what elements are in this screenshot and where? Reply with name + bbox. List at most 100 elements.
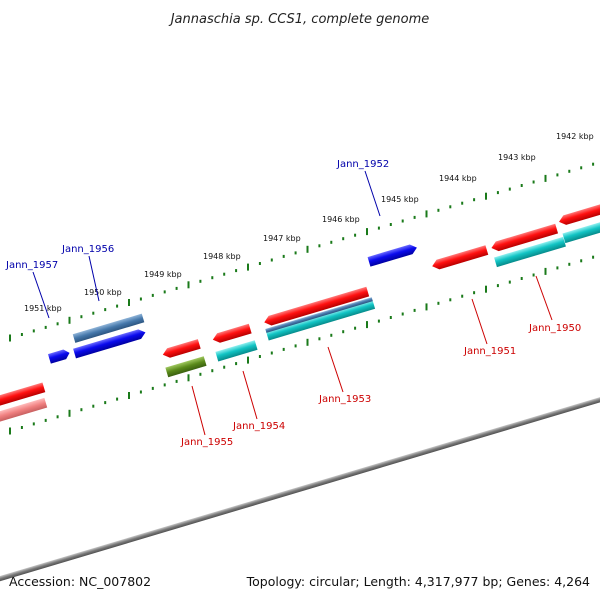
lower-scale-tick — [354, 326, 357, 330]
upper-scale-tick — [9, 334, 11, 342]
gene-label-jann-1953[interactable]: Jann_1953 — [318, 394, 371, 405]
gene-arrow-red-1953[interactable] — [263, 286, 370, 327]
gene-arrow-jann-1955[interactable] — [165, 356, 207, 378]
upper-scale-tick — [92, 311, 95, 315]
kbp-label-1944: 1944 kbp — [439, 174, 477, 183]
lower-scale-tick — [139, 390, 142, 394]
gene-arrow-red-1954[interactable] — [211, 323, 252, 345]
backbone-strand — [0, 300, 600, 591]
gene-label-jann-1951[interactable]: Jann_1951 — [463, 346, 516, 357]
gene-arrow-jann-1956-blue[interactable] — [73, 328, 147, 359]
lower-scale-tick — [116, 397, 119, 401]
upper-scale-tick — [151, 293, 154, 297]
gene-arrow-jann-1950[interactable] — [494, 236, 566, 268]
upper-scale-tick — [211, 276, 214, 280]
gene-arrow-red-right-edge[interactable] — [558, 199, 600, 226]
lower-scale-tick — [258, 355, 261, 358]
lower-scale-tick — [211, 369, 214, 373]
lower-scale-tick — [485, 285, 487, 293]
kbp-labels: 1942 kbp 1943 kbp 1944 kbp 1945 kbp 1946… — [24, 132, 594, 313]
lower-scale-tick — [56, 415, 59, 419]
kbp-label-1942: 1942 kbp — [556, 132, 594, 141]
lower-scale-tick — [187, 374, 190, 382]
lower-scale-tick — [175, 379, 178, 383]
lower-scale-tick — [282, 347, 285, 351]
lower-scale-tick — [223, 365, 226, 369]
gene-arrow-jann-1953[interactable] — [265, 297, 376, 341]
lower-scale-tick — [306, 338, 309, 346]
gene-label-leaders — [32, 170, 553, 436]
upper-kbp-scale — [9, 162, 595, 342]
gene-arrow-jann-1956[interactable] — [72, 313, 145, 343]
lower-scale-tick — [318, 337, 321, 341]
gene-label-jann-1952[interactable]: Jann_1952 — [336, 159, 389, 170]
lower-scale-tick — [104, 401, 107, 405]
lower-scale-tick — [580, 259, 583, 263]
upper-scale-tick — [68, 316, 71, 324]
leader-jann-1955 — [191, 385, 206, 436]
gene-arrow-jann-1957[interactable] — [47, 348, 71, 364]
leader-jann-1951 — [471, 298, 488, 345]
upper-scale-tick — [389, 223, 392, 226]
lower-scale-tick — [235, 362, 238, 366]
upper-scale-tick — [294, 251, 297, 255]
leader-jann-1954 — [242, 370, 258, 420]
map-title: Jannaschia sp. CCS1, complete genome — [168, 12, 430, 27]
leader-jann-1957 — [32, 271, 50, 319]
lower-scale-tick — [508, 280, 511, 284]
upper-scale-tick — [247, 263, 249, 271]
upper-scale-tick — [163, 290, 166, 294]
gene-arrow-pink-left-edge[interactable] — [0, 397, 48, 426]
kbp-label-1951: 1951 kbp — [24, 304, 62, 313]
upper-scale-tick — [461, 201, 464, 205]
lower-scale-tick — [437, 301, 440, 305]
gene-arrow-red-left-edge[interactable] — [0, 382, 46, 410]
lower-scale-tick — [520, 277, 523, 280]
kbp-label-1943: 1943 kbp — [498, 153, 536, 162]
lower-tick-scale — [9, 255, 595, 435]
upper-scale-tick — [556, 173, 559, 177]
upper-scale-tick — [508, 187, 511, 191]
upper-scale-tick — [223, 272, 226, 276]
lower-scale-tick — [532, 273, 535, 277]
lower-scale-tick — [461, 294, 464, 298]
leader-jann-1956 — [88, 255, 100, 302]
upper-scale-tick — [437, 208, 440, 212]
gene-label-jann-1957[interactable]: Jann_1957 — [5, 260, 58, 271]
gene-arrow-cyan-right-edge[interactable] — [562, 219, 600, 244]
gene-arrow-jann-1951[interactable] — [431, 245, 489, 271]
accession-text: Accession: NC_007802 — [9, 574, 152, 589]
upper-scale-tick — [544, 174, 547, 182]
gene-arrow-jann-1954[interactable] — [215, 340, 258, 362]
leader-jann-1950 — [535, 275, 553, 321]
upper-scale-tick — [187, 281, 190, 289]
upper-scale-tick — [44, 325, 47, 329]
lower-scale-tick — [556, 266, 559, 270]
leader-jann-1952 — [364, 170, 381, 217]
gene-label-jann-1955[interactable]: Jann_1955 — [180, 437, 233, 448]
lower-scale-tick — [270, 351, 273, 355]
lower-scale-tick — [592, 255, 595, 259]
kbp-label-1945: 1945 kbp — [381, 195, 419, 204]
lower-scale-tick — [366, 321, 368, 329]
gene-label-jann-1954[interactable]: Jann_1954 — [232, 421, 285, 432]
upper-scale-tick — [258, 262, 261, 265]
lower-scale-tick — [413, 308, 416, 312]
lower-scale-tick — [247, 356, 249, 364]
gene-arrow-red-1955[interactable] — [161, 339, 201, 359]
lower-scale-tick — [151, 386, 154, 390]
gene-arrow-red-1950[interactable] — [490, 223, 559, 253]
upper-scale-tick — [520, 184, 523, 187]
gene-label-jann-1956[interactable]: Jann_1956 — [61, 244, 114, 255]
lower-scale-tick — [20, 426, 23, 429]
upper-scale-tick — [413, 215, 416, 219]
gene-label-jann-1950[interactable]: Jann_1950 — [528, 323, 581, 334]
gene-arrow-jann-1952[interactable] — [367, 243, 419, 267]
upper-scale-tick — [580, 166, 583, 170]
upper-scale-tick — [485, 192, 487, 200]
upper-scale-tick — [139, 297, 142, 301]
lower-scale-tick — [377, 319, 380, 323]
lower-scale-tick — [496, 284, 499, 288]
upper-scale-tick — [199, 279, 202, 283]
